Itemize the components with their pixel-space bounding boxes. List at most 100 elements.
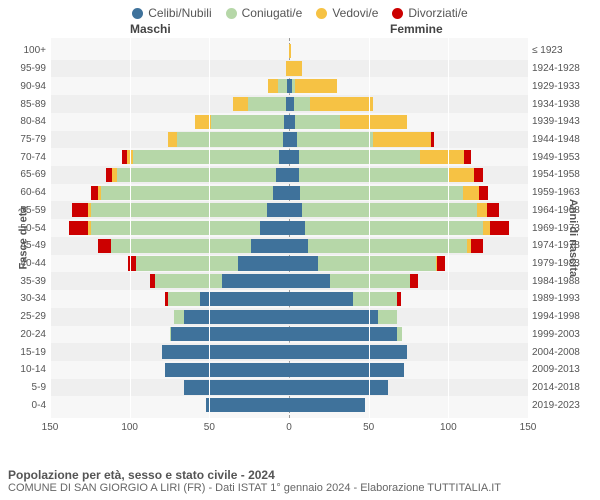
- male-bar: [50, 61, 289, 75]
- bar-segment-widowed: [448, 168, 473, 182]
- female-bar: [289, 274, 528, 288]
- header-male: Maschi: [130, 22, 171, 36]
- bar-segment-married: [305, 221, 483, 235]
- gridline: [209, 38, 210, 418]
- legend-swatch: [316, 8, 327, 19]
- bar-segment-widowed: [477, 203, 487, 217]
- bar-segment-single: [289, 239, 308, 253]
- gender-headers: Maschi Femmine: [0, 22, 600, 38]
- bar-segment-single: [289, 363, 404, 377]
- age-row: 10-142009-2013: [50, 361, 528, 379]
- female-bar: [289, 398, 528, 412]
- birth-year-label: 2004-2008: [532, 347, 596, 358]
- birth-year-label: 1954-1958: [532, 169, 596, 180]
- birth-year-label: 1969-1973: [532, 223, 596, 234]
- x-tick-label: 50: [204, 422, 215, 433]
- chart-subtitle: COMUNE DI SAN GIORGIO A LIRI (FR) - Dati…: [8, 482, 501, 494]
- bar-segment-single: [200, 292, 289, 306]
- x-tick-label: 50: [363, 422, 374, 433]
- birth-year-label: 1939-1943: [532, 116, 596, 127]
- bar-segment-single: [251, 239, 289, 253]
- male-bar: [50, 380, 289, 394]
- age-row: 25-291994-1998: [50, 308, 528, 326]
- bar-segment-single: [276, 168, 289, 182]
- bar-segment-married: [177, 132, 282, 146]
- footer: Popolazione per età, sesso e stato civil…: [8, 468, 501, 494]
- birth-year-label: 1979-1983: [532, 258, 596, 269]
- female-bar: [289, 203, 528, 217]
- bar-segment-single: [273, 186, 289, 200]
- male-bar: [50, 345, 289, 359]
- legend-swatch: [392, 8, 403, 19]
- age-label: 35-39: [6, 276, 46, 287]
- age-label: 95-99: [6, 63, 46, 74]
- age-label: 45-49: [6, 240, 46, 251]
- age-row: 20-241999-2003: [50, 326, 528, 344]
- bar-segment-divorced: [487, 203, 500, 217]
- female-bar: [289, 256, 528, 270]
- legend-label: Coniugati/e: [242, 6, 303, 20]
- legend-label: Vedovi/e: [332, 6, 378, 20]
- female-bar: [289, 150, 528, 164]
- male-bar: [50, 327, 289, 341]
- chart-title: Popolazione per età, sesso e stato civil…: [8, 468, 501, 482]
- bar-segment-married: [91, 203, 266, 217]
- bar-segment-single: [184, 380, 289, 394]
- plot-area: 100+≤ 192395-991924-192890-941929-193385…: [50, 38, 528, 418]
- bar-segment-single: [289, 132, 297, 146]
- bar-segment-single: [289, 150, 299, 164]
- header-female: Femmine: [390, 22, 443, 36]
- legend-item: Divorziati/e: [392, 6, 467, 20]
- age-row: 50-541969-1973: [50, 219, 528, 237]
- x-tick-label: 150: [520, 422, 537, 433]
- birth-year-label: 1934-1938: [532, 99, 596, 110]
- birth-year-label: 1999-2003: [532, 329, 596, 340]
- age-row: 45-491974-1978: [50, 237, 528, 255]
- age-label: 5-9: [6, 382, 46, 393]
- age-label: 75-79: [6, 134, 46, 145]
- bar-segment-widowed: [268, 79, 278, 93]
- male-bar: [50, 44, 289, 58]
- bar-segment-single: [222, 274, 289, 288]
- age-row: 65-691954-1958: [50, 166, 528, 184]
- age-label: 60-64: [6, 187, 46, 198]
- gridline: [130, 38, 131, 418]
- female-bar: [289, 363, 528, 377]
- bar-segment-married: [294, 97, 310, 111]
- bar-segment-single: [289, 186, 300, 200]
- bar-segment-married: [111, 239, 251, 253]
- bar-segment-married: [91, 221, 260, 235]
- bar-segment-single: [171, 327, 289, 341]
- bar-segment-widowed: [289, 61, 302, 75]
- bar-segment-single: [162, 345, 289, 359]
- bar-segment-single: [289, 203, 302, 217]
- female-bar: [289, 239, 528, 253]
- age-label: 0-4: [6, 400, 46, 411]
- male-bar: [50, 186, 289, 200]
- age-label: 50-54: [6, 223, 46, 234]
- gridline: [50, 38, 51, 418]
- bar-segment-married: [211, 115, 284, 129]
- age-label: 80-84: [6, 116, 46, 127]
- age-row: 15-192004-2008: [50, 343, 528, 361]
- bar-segment-married: [117, 168, 276, 182]
- female-bar: [289, 310, 528, 324]
- birth-year-label: 1929-1933: [532, 81, 596, 92]
- male-bar: [50, 310, 289, 324]
- age-row: 95-991924-1928: [50, 60, 528, 78]
- bar-segment-married: [248, 97, 286, 111]
- bar-segment-divorced: [479, 186, 489, 200]
- bar-segment-married: [318, 256, 436, 270]
- chart: Fasce di età Anni di nascita 100+≤ 19239…: [0, 38, 600, 438]
- bar-segment-married: [300, 186, 463, 200]
- bar-segment-single: [289, 380, 388, 394]
- legend-item: Coniugati/e: [226, 6, 303, 20]
- bar-segment-single: [238, 256, 289, 270]
- birth-year-label: 1964-1968: [532, 205, 596, 216]
- gridline: [528, 38, 529, 418]
- bar-segment-single: [289, 221, 305, 235]
- bar-segment-widowed: [295, 79, 336, 93]
- age-row: 60-641959-1963: [50, 184, 528, 202]
- age-row: 80-841939-1943: [50, 113, 528, 131]
- male-bar: [50, 115, 289, 129]
